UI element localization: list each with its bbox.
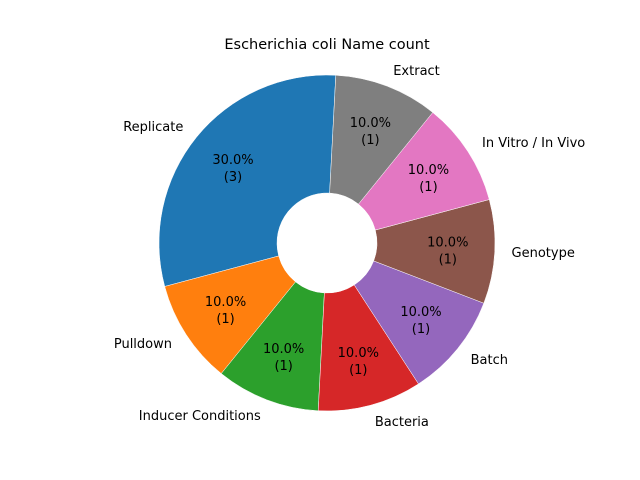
slice-value-label: 10.0% (1) (427, 235, 468, 267)
slice-value-label: 10.0% (1) (205, 295, 246, 327)
slice-count-text: (1) (361, 133, 379, 148)
slice-count-text: (1) (412, 322, 430, 337)
slices-group (158, 74, 496, 412)
slice-category-label: Pulldown (114, 337, 172, 352)
slice-percent-text: 10.0% (427, 235, 468, 250)
slice-replicate (158, 74, 337, 287)
slice-category-label: Inducer Conditions (139, 409, 261, 424)
slice-value-label: 10.0% (1) (263, 342, 304, 374)
slice-percent-text: 10.0% (400, 305, 441, 320)
slice-percent-text: 30.0% (212, 153, 253, 168)
slice-percent-text: 10.0% (263, 342, 304, 357)
slice-category-label: Genotype (512, 246, 575, 261)
slice-count-text: (1) (274, 359, 292, 374)
chart-title: Escherichia coli Name count (224, 37, 430, 53)
slice-count-text: (1) (419, 180, 437, 195)
slice-extract (329, 74, 434, 205)
slice-value-label: 10.0% (1) (400, 305, 441, 337)
slice-count-text: (1) (216, 312, 234, 327)
labels-group: 30.0% (3) Replicate 10.0% (1) Pulldown 10.0% (1… (114, 64, 585, 430)
slice-value-label: 10.0% (1) (350, 116, 391, 148)
slice-category-label: Bacteria (375, 415, 429, 430)
slice-category-label: Extract (393, 64, 440, 79)
slice-percent-text: 10.0% (205, 295, 246, 310)
slice-count-text: (1) (439, 252, 457, 267)
slice-count-text: (1) (349, 363, 367, 378)
slice-category-label: Batch (471, 353, 508, 368)
slice-value-label: 10.0% (1) (338, 346, 379, 378)
slice-category-label: Replicate (123, 120, 183, 135)
slice-percent-text: 10.0% (408, 163, 449, 178)
slice-value-label: 30.0% (3) (212, 153, 253, 185)
slice-percent-text: 10.0% (338, 346, 379, 361)
slice-category-label: In Vitro / In Vivo (482, 136, 585, 151)
slice-value-label: 10.0% (1) (408, 163, 449, 195)
slice-count-text: (3) (224, 170, 242, 185)
slice-percent-text: 10.0% (350, 116, 391, 131)
